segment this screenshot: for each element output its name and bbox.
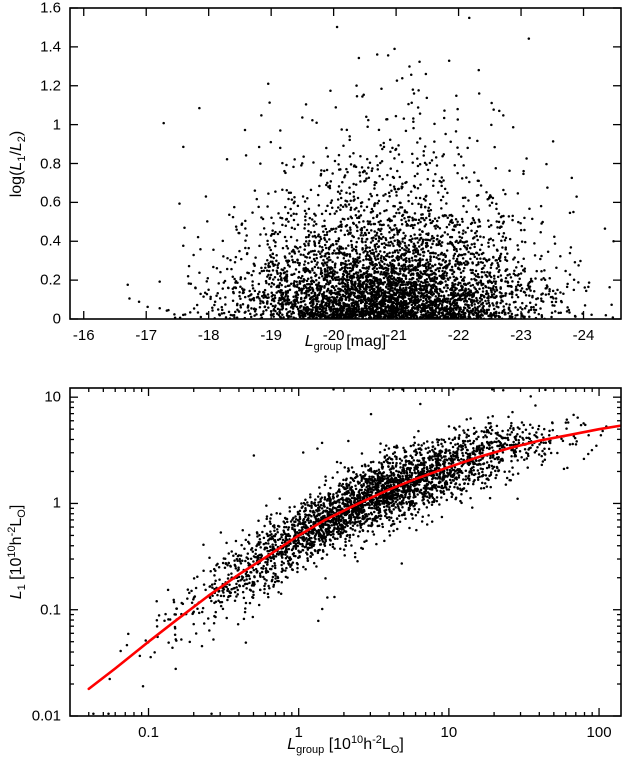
y-tick-label-top: 0	[52, 310, 61, 328]
y-tick-label-top: 0.8	[40, 155, 61, 172]
label-segment: 1	[16, 155, 28, 162]
label-segment: L	[381, 736, 391, 753]
label-segment: O	[16, 509, 28, 518]
label-segment: O	[390, 744, 400, 756]
label-segment: h	[8, 536, 25, 546]
x-tick-label-top: -24	[572, 327, 595, 344]
label-segment: log(	[8, 170, 25, 197]
y-axis-label-top: log(L1/L2)	[8, 130, 28, 197]
label-segment: L	[287, 736, 297, 753]
y-tick-label-top: 0.6	[40, 193, 61, 211]
label-segment: [mag]	[341, 333, 387, 350]
y-tick-label-bottom: 0.01	[31, 707, 61, 725]
label-segment: L	[8, 141, 25, 151]
label-segment: L	[304, 333, 314, 350]
label-segment: [10	[8, 557, 25, 585]
y-axis-label-bottom: L1 [1010h-2LO]	[6, 505, 28, 600]
x-tick-label-top: -22	[447, 327, 470, 344]
y-tick-label-top: 0.4	[40, 232, 61, 250]
label-segment: [10	[324, 736, 351, 753]
y-tick-label-bottom: 0.1	[40, 601, 61, 619]
label-segment: L	[8, 590, 25, 600]
label-segment: ]	[399, 736, 404, 753]
label-segment: 10	[350, 734, 364, 746]
x-tick-label-top: -23	[510, 327, 532, 344]
x-tick-label-top: -17	[135, 327, 158, 344]
label-segment: 10	[6, 545, 18, 558]
y-tick-label-top: 1	[52, 116, 61, 134]
y-tick-label-bottom: 10	[44, 388, 61, 406]
x-tick-label-top: -20	[322, 327, 345, 344]
y-tick-label-bottom: 1	[52, 494, 61, 512]
label-segment: 1	[16, 584, 28, 591]
label-segment: h	[363, 736, 373, 753]
y-tick-label-top: 1.6	[40, 0, 61, 17]
y-tick-label-top: 1.4	[40, 38, 61, 56]
label-segment: 2	[16, 135, 28, 142]
x-tick-label-bottom: 100	[586, 724, 612, 741]
label-segment: L	[8, 161, 25, 171]
label-segment: )	[8, 130, 25, 136]
x-tick-label-top: -19	[260, 327, 282, 344]
x-tick-label-top: -18	[197, 327, 220, 344]
label-segment: group	[296, 744, 325, 756]
x-axis-label-bottom: Lgroup [1010h-2LO]	[287, 734, 404, 756]
x-tick-label-bottom: 10	[440, 724, 458, 741]
x-tick-label-top: -21	[385, 327, 407, 344]
x-tick-label-bottom: 1	[294, 724, 303, 741]
label-segment: group	[313, 341, 342, 353]
x-axis-label-top: Lgroup [mag]	[304, 333, 387, 353]
y-tick-label-top: 0.2	[40, 271, 61, 289]
y-tick-label-top: 1.2	[40, 77, 61, 95]
label-segment: -2	[372, 734, 382, 746]
x-tick-label-top: -16	[72, 327, 95, 344]
label-segment: -2	[6, 526, 18, 537]
x-tick-label-bottom: 0.1	[138, 724, 159, 741]
